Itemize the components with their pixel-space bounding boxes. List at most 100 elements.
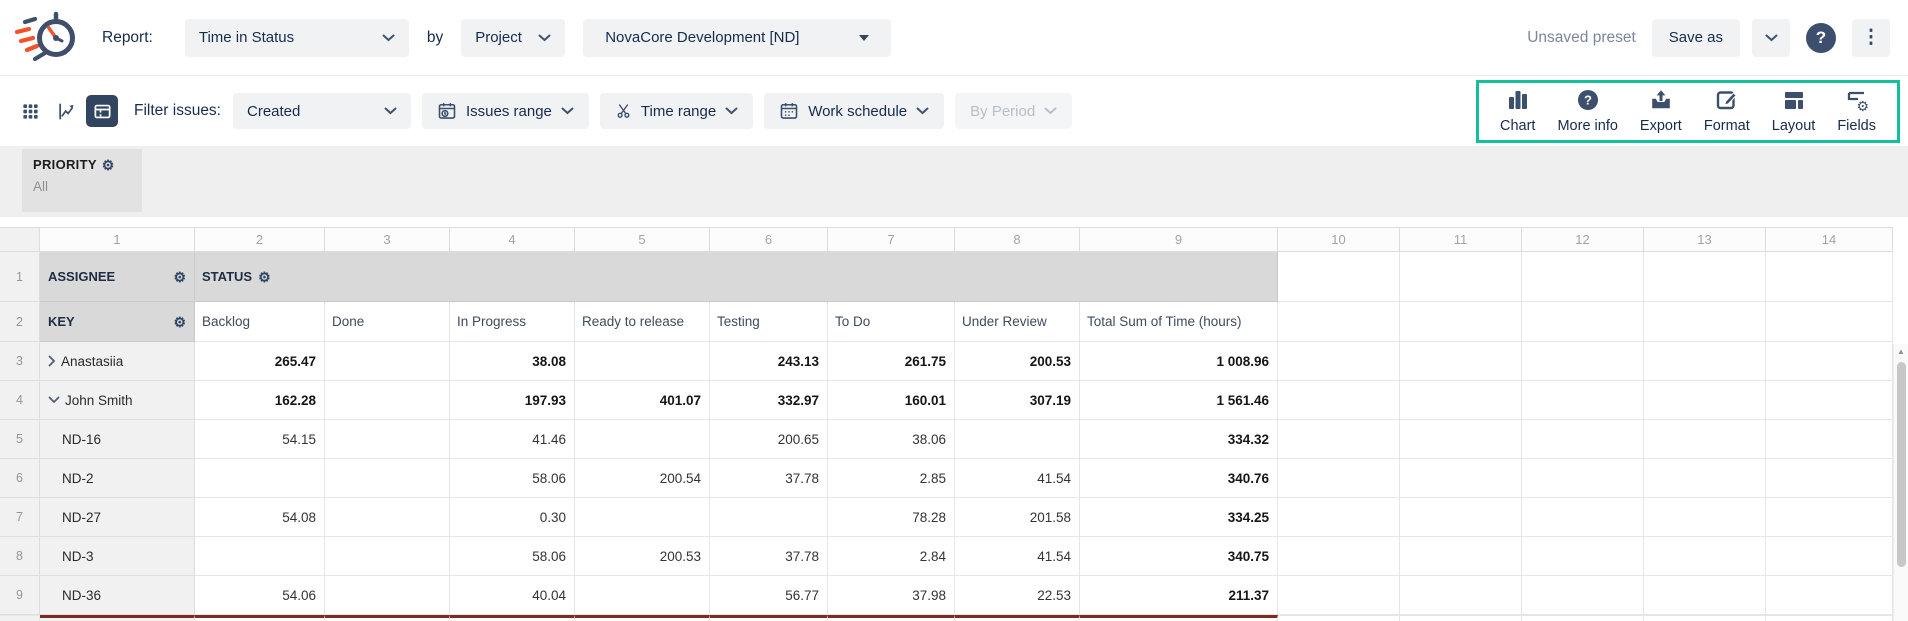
value-cell[interactable]: 56.77 — [710, 576, 828, 615]
empty-cell[interactable] — [1644, 576, 1766, 615]
empty-cell[interactable] — [1766, 498, 1893, 537]
value-cell[interactable] — [955, 420, 1080, 459]
empty-cell[interactable] — [1400, 342, 1522, 381]
action-fields[interactable]: ⚙ Fields — [1826, 86, 1887, 136]
status-header-cell[interactable]: STATUS ⚙ — [195, 252, 1278, 302]
group-by-dropdown[interactable]: Project — [461, 18, 566, 57]
row-number[interactable]: 4 — [0, 381, 40, 420]
assignee-header-cell[interactable]: ASSIGNEE ⚙ — [40, 252, 195, 302]
empty-cell[interactable] — [1522, 420, 1644, 459]
row-number[interactable]: 7 — [0, 498, 40, 537]
total-cell[interactable]: 334.25 — [1080, 498, 1278, 537]
column-number-header[interactable]: 12 — [1522, 228, 1644, 252]
value-cell[interactable]: 37.78 — [710, 459, 828, 498]
empty-cell[interactable] — [1766, 381, 1893, 420]
empty-cell[interactable] — [1400, 302, 1522, 342]
status-column-header[interactable]: Done — [325, 302, 450, 342]
status-column-header[interactable]: Testing — [710, 302, 828, 342]
column-number-header[interactable]: 1 — [40, 228, 195, 252]
value-cell[interactable] — [710, 498, 828, 537]
row-number[interactable]: 1 — [0, 252, 40, 302]
empty-cell[interactable] — [1278, 381, 1400, 420]
status-column-header[interactable]: To Do — [828, 302, 955, 342]
column-number-header[interactable]: 13 — [1644, 228, 1766, 252]
empty-cell[interactable] — [1278, 576, 1400, 615]
value-cell[interactable] — [325, 537, 450, 576]
empty-cell[interactable] — [1766, 420, 1893, 459]
row-number[interactable]: 5 — [0, 420, 40, 459]
status-column-header[interactable]: In Progress — [450, 302, 575, 342]
value-cell[interactable]: 78.28 — [828, 498, 955, 537]
action-more-info[interactable]: ? More info — [1546, 86, 1628, 136]
column-number-header[interactable]: 7 — [828, 228, 955, 252]
empty-cell[interactable] — [1400, 381, 1522, 420]
column-number-header[interactable]: 4 — [450, 228, 575, 252]
column-number-header[interactable]: 3 — [325, 228, 450, 252]
value-cell[interactable]: 200.54 — [575, 459, 710, 498]
status-column-header[interactable]: Backlog — [195, 302, 325, 342]
value-cell[interactable]: 401.07 — [575, 381, 710, 420]
time-range-button[interactable]: Time range — [599, 93, 754, 129]
chevron-right-icon[interactable] — [48, 355, 56, 367]
empty-cell[interactable] — [1522, 459, 1644, 498]
value-cell[interactable] — [325, 420, 450, 459]
empty-cell[interactable] — [1766, 342, 1893, 381]
value-cell[interactable]: 200.53 — [955, 342, 1080, 381]
value-cell[interactable]: 261.75 — [828, 342, 955, 381]
column-number-header[interactable]: 14 — [1766, 228, 1893, 252]
value-cell[interactable]: 162.28 — [195, 381, 325, 420]
save-as-options-button[interactable] — [1752, 18, 1790, 57]
scroll-up-arrow-icon[interactable]: ▲ — [1897, 346, 1905, 356]
empty-cell[interactable] — [1522, 252, 1644, 302]
status-column-header[interactable]: Total Sum of Time (hours) — [1080, 302, 1278, 342]
status-column-header[interactable]: Ready to release — [575, 302, 710, 342]
issue-key-cell[interactable]: ND-16 — [40, 420, 195, 459]
empty-cell[interactable] — [1644, 252, 1766, 302]
action-export[interactable]: Export — [1629, 86, 1693, 136]
empty-cell[interactable] — [1278, 420, 1400, 459]
value-cell[interactable]: 37.98 — [828, 576, 955, 615]
column-number-header[interactable]: 5 — [575, 228, 710, 252]
view-pivot-button[interactable] — [86, 95, 118, 127]
empty-cell[interactable] — [1400, 498, 1522, 537]
value-cell[interactable]: 41.46 — [450, 420, 575, 459]
value-cell[interactable]: 243.13 — [710, 342, 828, 381]
empty-cell[interactable] — [1400, 252, 1522, 302]
value-cell[interactable]: 2.84 — [828, 537, 955, 576]
issues-range-button[interactable]: Issues range — [422, 93, 589, 129]
column-number-header[interactable]: 6 — [710, 228, 828, 252]
action-format[interactable]: Format — [1693, 86, 1761, 136]
help-button[interactable]: ? — [1802, 19, 1840, 57]
scrollbar-thumb[interactable] — [1896, 362, 1906, 567]
value-cell[interactable]: 197.93 — [450, 381, 575, 420]
value-cell[interactable]: 201.58 — [955, 498, 1080, 537]
assignee-group-cell[interactable]: Anastasiia — [40, 342, 195, 381]
empty-cell[interactable] — [1644, 420, 1766, 459]
row-number[interactable]: 3 — [0, 342, 40, 381]
gear-icon[interactable]: ⚙ — [101, 156, 115, 173]
empty-cell[interactable] — [1278, 252, 1400, 302]
total-cell[interactable]: 1 008.96 — [1080, 342, 1278, 381]
value-cell[interactable]: 332.97 — [710, 381, 828, 420]
row-number[interactable]: 6 — [0, 459, 40, 498]
save-as-button[interactable]: Save as — [1651, 18, 1740, 57]
issue-key-cell[interactable]: ND-3 — [40, 537, 195, 576]
value-cell[interactable]: 41.54 — [955, 459, 1080, 498]
column-number-header[interactable]: 2 — [195, 228, 325, 252]
gear-icon[interactable]: ⚙ — [173, 268, 186, 285]
assignee-group-cell[interactable]: John Smith — [40, 381, 195, 420]
value-cell[interactable]: 22.53 — [955, 576, 1080, 615]
empty-cell[interactable] — [1522, 342, 1644, 381]
total-cell[interactable]: 334.32 — [1080, 420, 1278, 459]
value-cell[interactable]: 54.06 — [195, 576, 325, 615]
empty-cell[interactable] — [1644, 302, 1766, 342]
value-cell[interactable]: 37.78 — [710, 537, 828, 576]
empty-cell[interactable] — [1278, 498, 1400, 537]
empty-cell[interactable] — [1400, 420, 1522, 459]
work-schedule-button[interactable]: Work schedule — [764, 93, 945, 129]
value-cell[interactable]: 2.85 — [828, 459, 955, 498]
empty-cell[interactable] — [1522, 537, 1644, 576]
value-cell[interactable] — [195, 537, 325, 576]
empty-cell[interactable] — [1522, 498, 1644, 537]
column-number-header[interactable]: 9 — [1080, 228, 1278, 252]
